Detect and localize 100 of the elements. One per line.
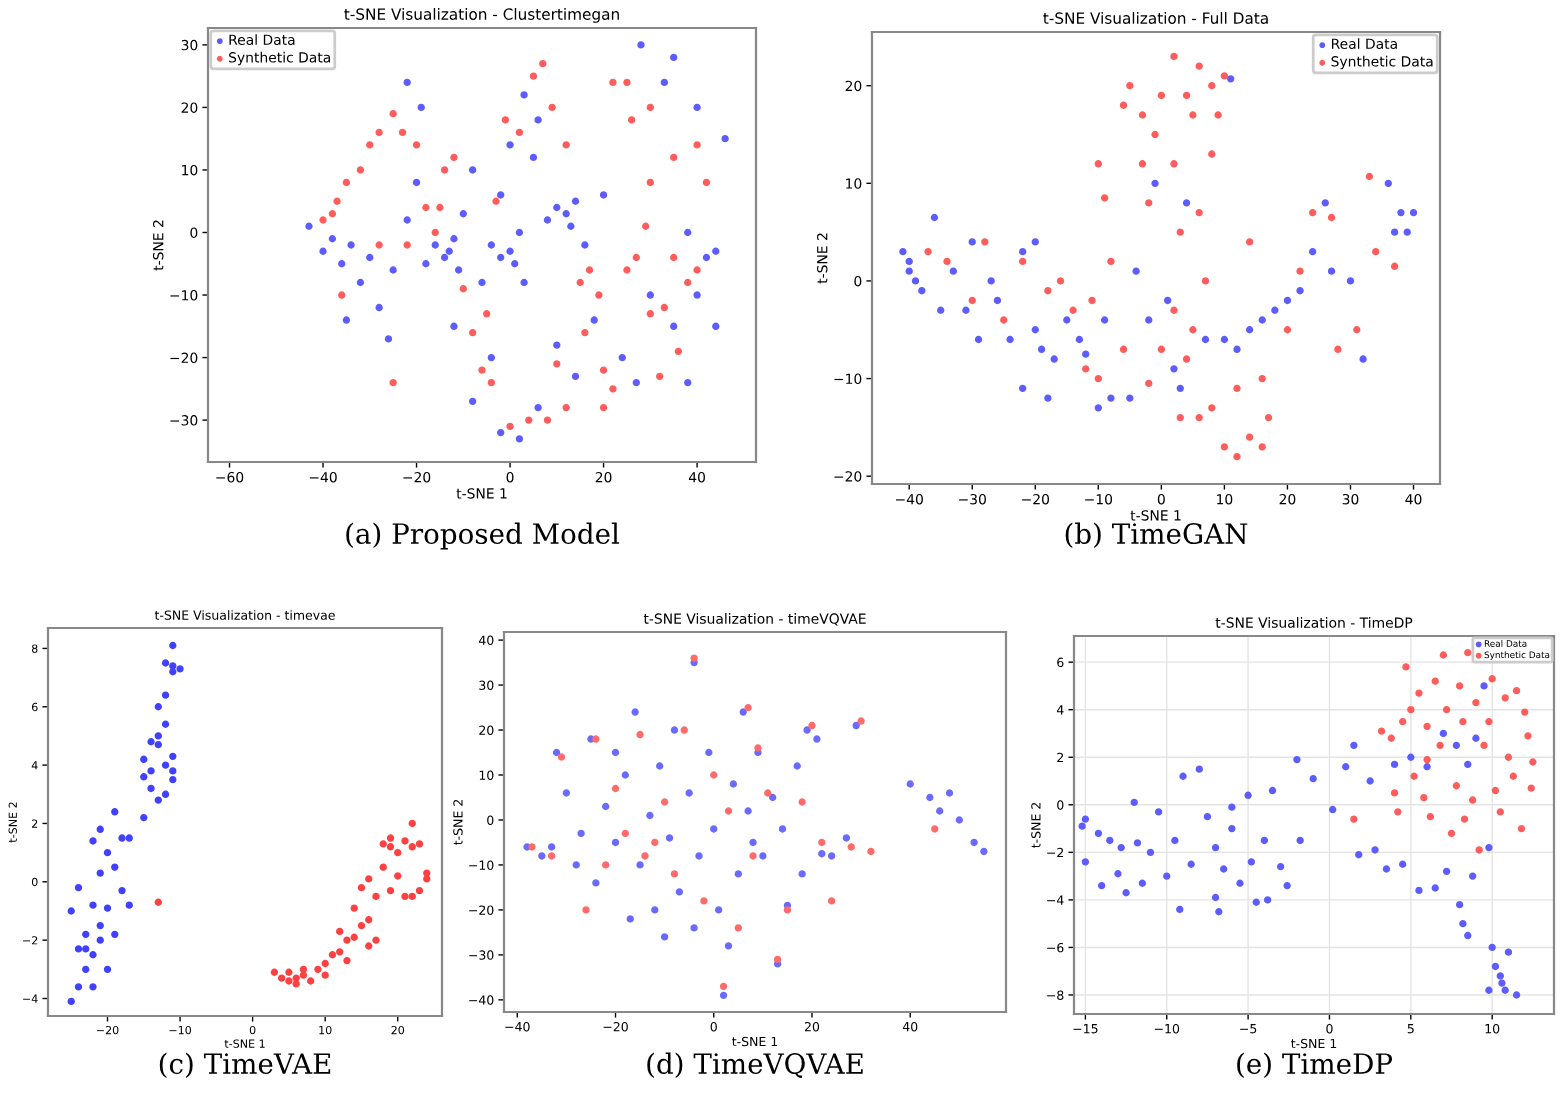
point [602, 802, 610, 811]
point [690, 924, 698, 932]
point [1410, 772, 1418, 780]
point [1327, 267, 1336, 275]
point [759, 852, 767, 860]
point [1472, 698, 1480, 707]
point [1157, 345, 1166, 353]
point [1082, 350, 1090, 358]
point [1044, 394, 1052, 402]
point [357, 883, 366, 892]
point [621, 771, 629, 779]
point [1475, 846, 1483, 854]
point [1426, 813, 1435, 821]
point [1504, 753, 1513, 761]
point [1409, 208, 1418, 217]
point [651, 906, 659, 914]
point [665, 834, 674, 842]
point [103, 965, 112, 973]
point [1069, 306, 1077, 314]
point [147, 767, 155, 775]
point [372, 892, 380, 901]
point [739, 708, 747, 716]
point [937, 306, 945, 314]
point [867, 847, 875, 856]
point [118, 834, 126, 842]
point [408, 843, 416, 851]
point [734, 924, 742, 932]
point [1195, 413, 1203, 422]
point [1214, 111, 1222, 119]
point [1258, 316, 1266, 324]
point [1100, 316, 1109, 324]
point [1107, 257, 1115, 266]
point [1220, 72, 1229, 80]
point [386, 886, 395, 895]
point [147, 738, 155, 746]
point [96, 825, 104, 833]
point [945, 789, 954, 797]
point [1189, 111, 1197, 119]
point [365, 916, 373, 924]
point [764, 789, 772, 797]
point [803, 726, 811, 734]
point [1157, 91, 1166, 100]
point [379, 840, 387, 848]
point [350, 933, 358, 941]
point [1491, 786, 1500, 795]
point [1201, 277, 1210, 285]
point [96, 936, 104, 944]
point [611, 838, 620, 847]
point [1119, 101, 1128, 109]
point [154, 703, 162, 711]
point [1018, 257, 1027, 266]
point [1264, 413, 1273, 422]
point [365, 942, 373, 950]
point [685, 789, 693, 797]
point [1151, 130, 1159, 139]
point [577, 829, 585, 838]
point [710, 771, 718, 779]
point [646, 811, 654, 820]
point [690, 654, 698, 662]
point [1529, 758, 1537, 766]
point [285, 977, 293, 985]
point [1138, 111, 1147, 119]
point [1227, 75, 1235, 83]
point [675, 888, 684, 896]
point [943, 257, 951, 266]
point [1170, 160, 1178, 168]
point [670, 870, 679, 878]
point [401, 837, 409, 845]
point [729, 780, 738, 788]
point [125, 901, 133, 909]
point [1126, 394, 1134, 402]
point [1524, 732, 1532, 740]
point [140, 755, 148, 763]
point [1208, 404, 1216, 412]
point [103, 904, 112, 912]
point [852, 721, 860, 730]
point [386, 843, 395, 851]
point [1334, 345, 1342, 353]
point [401, 892, 409, 901]
point [1452, 782, 1461, 790]
point [343, 956, 351, 965]
point [1037, 345, 1046, 353]
point [154, 741, 162, 749]
point [1094, 404, 1102, 412]
point [557, 753, 566, 761]
point [394, 848, 402, 857]
point [993, 296, 1002, 305]
point [1399, 717, 1407, 726]
point [592, 735, 600, 743]
point [1088, 296, 1096, 305]
point [161, 659, 170, 667]
point [169, 662, 177, 670]
point [926, 793, 934, 802]
point [808, 721, 816, 730]
point [1488, 675, 1496, 683]
point [547, 852, 556, 860]
point [1100, 194, 1109, 202]
point [1006, 335, 1014, 344]
point [1094, 160, 1102, 168]
point [906, 780, 914, 788]
